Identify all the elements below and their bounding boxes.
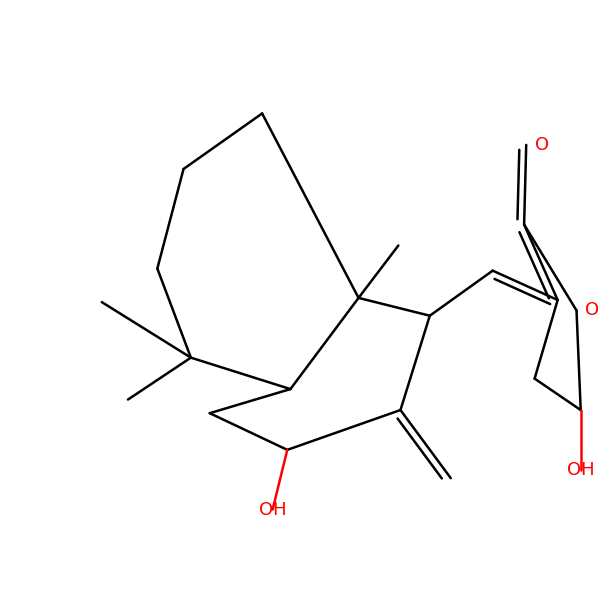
Text: OH: OH [259, 501, 286, 519]
Text: O: O [585, 301, 599, 319]
Text: O: O [535, 136, 549, 154]
Text: OH: OH [567, 461, 595, 479]
